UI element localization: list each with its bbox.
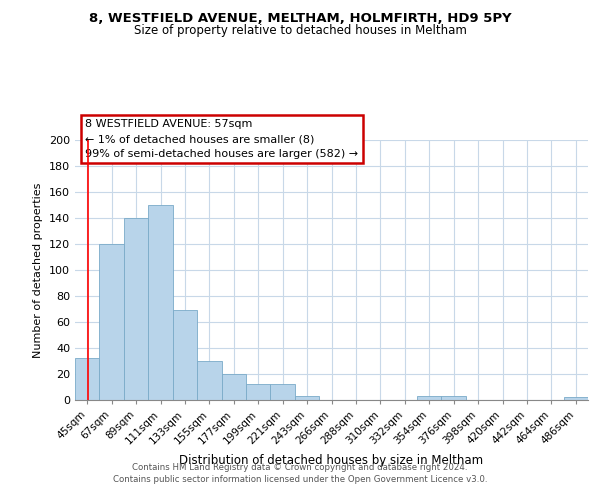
Bar bbox=[221, 374, 246, 400]
Bar bbox=[271, 384, 295, 400]
Bar bbox=[246, 384, 271, 400]
Bar bbox=[442, 396, 466, 400]
Bar bbox=[124, 218, 148, 400]
Bar bbox=[100, 244, 124, 400]
Text: Contains public sector information licensed under the Open Government Licence v3: Contains public sector information licen… bbox=[113, 475, 487, 484]
Bar bbox=[563, 398, 588, 400]
Y-axis label: Number of detached properties: Number of detached properties bbox=[34, 182, 43, 358]
Bar bbox=[197, 361, 221, 400]
Text: Size of property relative to detached houses in Meltham: Size of property relative to detached ho… bbox=[134, 24, 466, 37]
Bar bbox=[295, 396, 319, 400]
X-axis label: Distribution of detached houses by size in Meltham: Distribution of detached houses by size … bbox=[179, 454, 484, 467]
Text: 8 WESTFIELD AVENUE: 57sqm
← 1% of detached houses are smaller (8)
99% of semi-de: 8 WESTFIELD AVENUE: 57sqm ← 1% of detach… bbox=[85, 119, 358, 159]
Text: Contains HM Land Registry data © Crown copyright and database right 2024.: Contains HM Land Registry data © Crown c… bbox=[132, 464, 468, 472]
Bar bbox=[148, 205, 173, 400]
Bar bbox=[173, 310, 197, 400]
Bar bbox=[75, 358, 100, 400]
Bar bbox=[417, 396, 442, 400]
Text: 8, WESTFIELD AVENUE, MELTHAM, HOLMFIRTH, HD9 5PY: 8, WESTFIELD AVENUE, MELTHAM, HOLMFIRTH,… bbox=[89, 12, 511, 26]
